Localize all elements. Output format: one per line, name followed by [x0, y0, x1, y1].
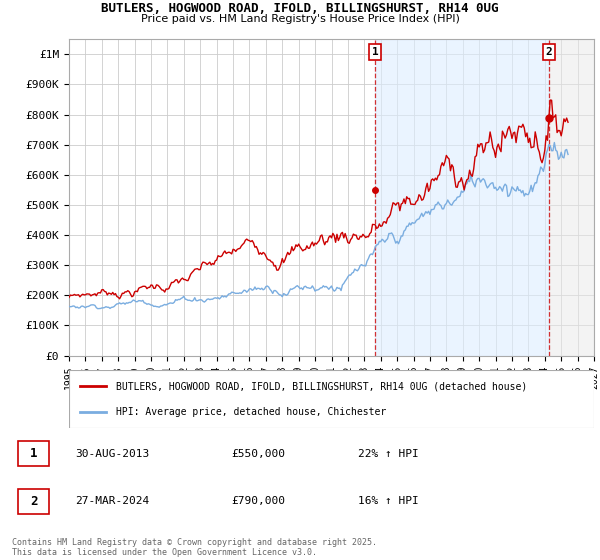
Text: 22% ↑ HPI: 22% ↑ HPI — [358, 449, 418, 459]
Text: 1: 1 — [372, 47, 379, 57]
Text: HPI: Average price, detached house, Chichester: HPI: Average price, detached house, Chic… — [116, 407, 386, 417]
Text: 16% ↑ HPI: 16% ↑ HPI — [358, 496, 418, 506]
Text: 27-MAR-2024: 27-MAR-2024 — [76, 496, 149, 506]
Text: 30-AUG-2013: 30-AUG-2013 — [76, 449, 149, 459]
Text: Price paid vs. HM Land Registry's House Price Index (HPI): Price paid vs. HM Land Registry's House … — [140, 14, 460, 24]
Bar — [549, 39, 594, 356]
Text: 1: 1 — [30, 447, 37, 460]
Text: 2: 2 — [545, 47, 552, 57]
Text: Contains HM Land Registry data © Crown copyright and database right 2025.
This d: Contains HM Land Registry data © Crown c… — [12, 538, 377, 557]
Bar — [375, 39, 549, 356]
Text: £790,000: £790,000 — [231, 496, 285, 506]
FancyBboxPatch shape — [18, 489, 49, 514]
Text: BUTLERS, HOGWOOD ROAD, IFOLD, BILLINGSHURST, RH14 0UG (detached house): BUTLERS, HOGWOOD ROAD, IFOLD, BILLINGSHU… — [116, 381, 527, 391]
Text: BUTLERS, HOGWOOD ROAD, IFOLD, BILLINGSHURST, RH14 0UG: BUTLERS, HOGWOOD ROAD, IFOLD, BILLINGSHU… — [101, 2, 499, 15]
Text: 2: 2 — [30, 494, 37, 508]
FancyBboxPatch shape — [18, 441, 49, 466]
FancyBboxPatch shape — [69, 370, 594, 428]
Text: £550,000: £550,000 — [231, 449, 285, 459]
